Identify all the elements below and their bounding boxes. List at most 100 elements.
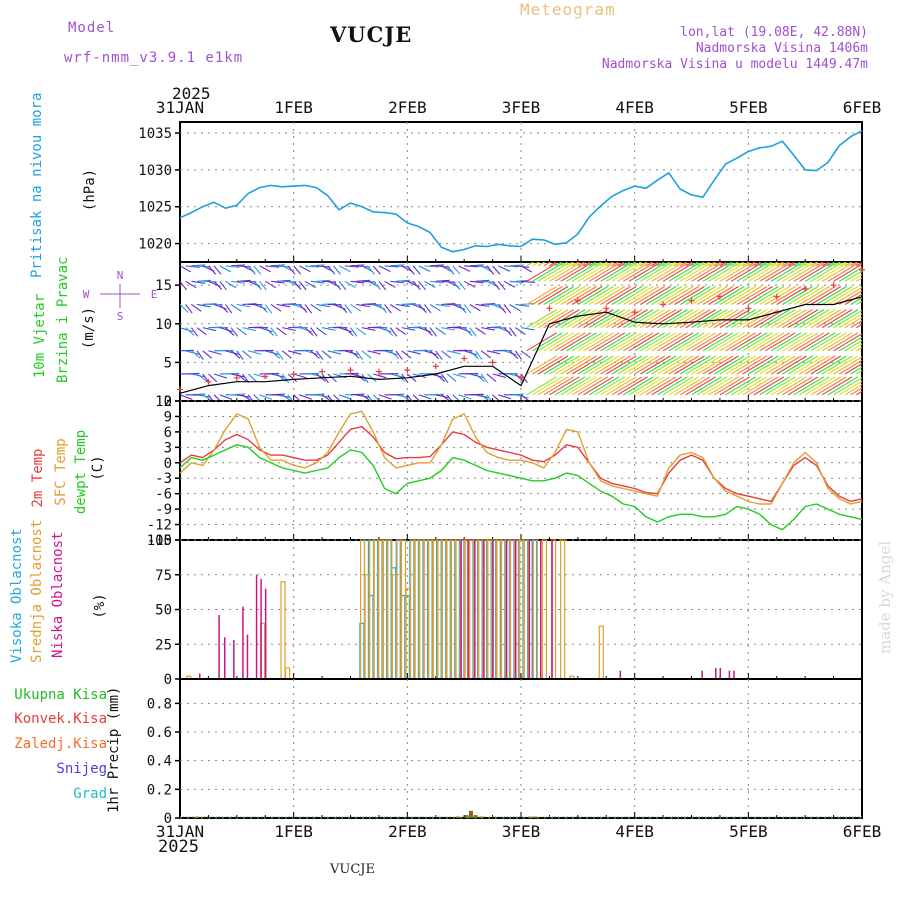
wind-barb [264, 280, 277, 289]
wind-barb [310, 327, 318, 337]
wind-barb [526, 355, 557, 375]
wind-barb [338, 304, 348, 313]
wind-barb [856, 300, 862, 305]
wind-barb [190, 327, 199, 337]
wind-barb [304, 280, 317, 289]
wind-barb [713, 332, 745, 352]
wind-barb [287, 265, 296, 275]
wind-barb [583, 262, 592, 267]
wind-barb [219, 304, 229, 313]
wind-barb [401, 350, 412, 359]
panel-frame-temperature [179, 400, 863, 541]
meteogram-title: Meteogram [520, 0, 616, 19]
wind-barb [623, 286, 654, 305]
y-tick-label: 25 [155, 637, 172, 653]
wind-barb [634, 286, 665, 305]
wind-barb [310, 393, 325, 396]
wind-barb [338, 280, 347, 291]
wind-barb [617, 332, 648, 352]
wind-barb [566, 355, 597, 375]
wind-barb [679, 262, 688, 267]
wind-barb [219, 327, 233, 333]
wind-barb [265, 372, 280, 375]
wind-barb [742, 286, 773, 305]
wind-barb [799, 376, 830, 396]
wind-barb [333, 280, 342, 290]
wind-barb [759, 332, 790, 352]
wind-barb [856, 262, 862, 267]
wind-barb [583, 355, 614, 375]
x-tick-label-top: 1FEB [274, 98, 313, 117]
wind-barb [475, 394, 489, 399]
wind-barb [253, 280, 262, 290]
wind-barb [549, 309, 580, 329]
wind-barb [253, 394, 261, 401]
wind-barb [566, 376, 597, 396]
wind-barb [799, 332, 830, 352]
wind-barb [560, 309, 592, 329]
wind-barb [554, 376, 586, 396]
y-tick-label: 9 [164, 409, 172, 425]
wind-barb [787, 309, 819, 329]
wind-barb [230, 304, 242, 312]
wind-barb [384, 280, 396, 288]
wind-barb [821, 286, 853, 305]
wind-barb [623, 309, 654, 329]
wind-barb [310, 264, 325, 267]
wind-barb [662, 355, 694, 375]
wind-barb [407, 350, 421, 355]
wind-barb [270, 350, 281, 359]
wind-barb [753, 309, 785, 329]
wind-barb [640, 309, 671, 329]
wind-barb [810, 355, 842, 375]
x-tick-label-bottom: 31JAN [156, 822, 204, 841]
wind-barb [191, 304, 202, 312]
wind-barb [310, 280, 325, 284]
wind-barb [634, 355, 665, 375]
wind-barb [185, 304, 193, 314]
wind-barb [725, 286, 756, 305]
wind-barb [230, 350, 241, 359]
wind-barb [372, 394, 381, 401]
wind-barb [810, 332, 842, 352]
wind-barb [838, 380, 862, 396]
wind-barb [338, 394, 352, 400]
wind-barb [844, 262, 853, 267]
wind-barb [441, 327, 456, 331]
wind-barb [509, 280, 524, 284]
wind-barb [850, 366, 862, 375]
y-tick-label: 0 [164, 811, 172, 827]
wind-barb [605, 286, 637, 305]
precip-bar [464, 815, 469, 818]
wind-barb [725, 262, 756, 282]
wind-gust-marker [802, 286, 809, 293]
wind-barb [850, 320, 862, 329]
wind-barb [264, 327, 275, 336]
y-tick-label: 0 [164, 394, 172, 410]
wind-barb [378, 265, 391, 273]
wind-barb [702, 262, 711, 267]
wind-barb [264, 304, 273, 314]
wind-barb [389, 304, 401, 312]
wind-barb [759, 286, 790, 305]
wind-barb [816, 309, 847, 329]
wind-barb [282, 327, 296, 332]
wind-barb [389, 327, 398, 337]
wind-barb [810, 309, 842, 329]
wind-barb [509, 350, 519, 360]
legend-total-rain: Ukupna Kisa [14, 687, 107, 703]
wind-barb [265, 350, 279, 355]
wind-barb [588, 286, 620, 305]
wind-barb [844, 383, 862, 396]
wind-gust-marker [660, 301, 667, 308]
wind-barb [560, 286, 592, 305]
wind-barb [520, 280, 535, 284]
wind-barb [719, 355, 751, 375]
wind-barb [208, 265, 217, 275]
wind-barb [651, 332, 682, 352]
wind-barb [259, 304, 268, 313]
x-tick-label-bottom: 1FEB [274, 822, 313, 841]
cloud-mid-bar [284, 667, 291, 680]
wind-barb [759, 376, 790, 396]
wind-barb [645, 376, 677, 396]
